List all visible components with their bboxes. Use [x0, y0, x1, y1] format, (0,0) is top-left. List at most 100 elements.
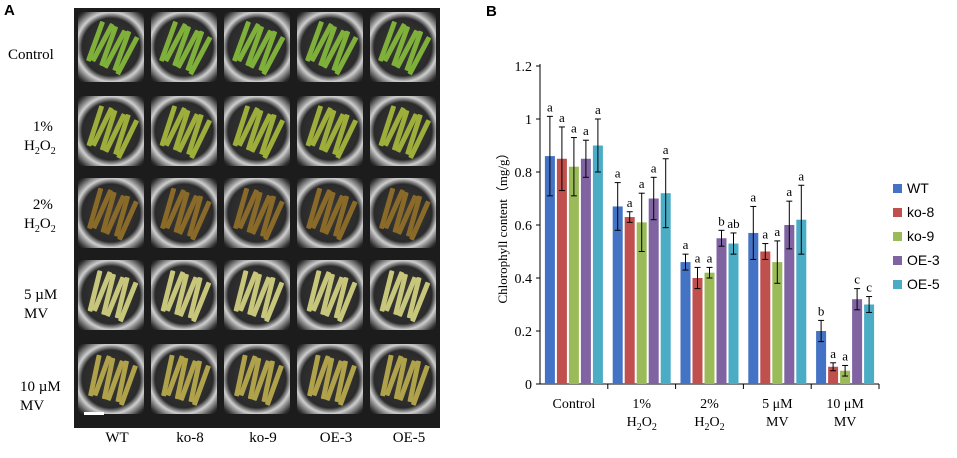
- leaf-segment: [324, 360, 344, 401]
- significance-letter: a: [774, 224, 780, 239]
- leaf-well: [370, 344, 436, 414]
- leaf-segments: [305, 105, 358, 159]
- legend-swatch: [893, 256, 902, 265]
- leaf-segment: [310, 107, 333, 147]
- legend-swatch: [893, 184, 902, 193]
- leaf-segment: [86, 105, 104, 147]
- bar: [704, 272, 715, 384]
- leaf-well: [78, 344, 144, 414]
- leaf-segment: [251, 360, 271, 401]
- leaf-well: [370, 260, 436, 330]
- bar: [556, 158, 567, 384]
- leaf-segment: [103, 113, 127, 153]
- leaf-segment: [92, 271, 113, 312]
- leaf-segment: [407, 36, 432, 76]
- leaf-segment: [259, 114, 277, 156]
- row-label-mv-10: 10 µM MV: [20, 379, 61, 414]
- leaf-segment: [384, 355, 404, 397]
- panel-a-letter: A: [4, 2, 15, 19]
- leaf-segment: [192, 365, 211, 406]
- bar: [636, 222, 647, 384]
- significance-letter: c: [854, 272, 860, 287]
- bar: [680, 262, 691, 384]
- leaf-segment: [174, 273, 189, 316]
- leaf-segment: [318, 25, 337, 67]
- leaf-segment: [264, 281, 285, 323]
- leaf-segments: [306, 187, 358, 241]
- leaf-segment: [262, 119, 285, 159]
- leaf-segment: [176, 113, 200, 153]
- x-category-label: Control: [553, 397, 596, 412]
- leaf-segment: [246, 191, 263, 233]
- leaf-segment: [334, 36, 359, 76]
- leaf-well: [297, 96, 363, 166]
- leaf-segment: [232, 21, 251, 62]
- leaf-segment: [322, 113, 346, 153]
- leaf-well: [224, 344, 290, 414]
- y-tick-label: 1.2: [515, 60, 533, 75]
- row-label-h2o2-1: 1% H2O2: [24, 118, 56, 161]
- leaf-segment: [319, 191, 336, 233]
- x-category-label-line2: H2O2: [627, 415, 657, 433]
- leaf-segment: [178, 276, 199, 317]
- leaf-well: [297, 12, 363, 82]
- x-category-label: 1%: [632, 397, 651, 412]
- leaf-segment: [173, 109, 191, 151]
- leaf-well: [370, 178, 436, 248]
- significance-letter: a: [639, 176, 645, 191]
- col-label-ko-9: ko-9: [249, 430, 277, 446]
- x-category-label: 5 μM: [762, 397, 793, 412]
- leaf-segment: [261, 360, 275, 403]
- bar: [828, 366, 839, 384]
- leaf-segment: [410, 281, 431, 323]
- leaf-segment: [263, 200, 285, 241]
- leaf-segment: [100, 109, 118, 151]
- leaf-segment: [161, 354, 175, 397]
- leaf-well: [151, 12, 217, 82]
- leaf-well: [78, 96, 144, 166]
- leaf-segment: [118, 281, 139, 323]
- h2o2-label-2: H2O2: [24, 216, 56, 235]
- col-label-oe-5: OE-5: [392, 430, 426, 446]
- leaf-segment: [164, 107, 187, 147]
- leaf-segment: [406, 195, 423, 237]
- leaf-segment: [91, 189, 113, 230]
- leaf-segment: [309, 23, 334, 62]
- legend-label: WT: [907, 180, 929, 196]
- leaf-segment: [383, 189, 405, 230]
- leaf-segments: [159, 21, 213, 76]
- x-category-label-line2: MV: [834, 415, 857, 430]
- row-label-mv-5: 5 µM MV: [24, 287, 58, 322]
- significance-letter: b: [718, 213, 725, 228]
- leaf-segment: [310, 189, 332, 230]
- leaf-segments: [160, 270, 212, 323]
- leaf-segment: [234, 354, 248, 397]
- significance-letter: a: [651, 160, 657, 175]
- y-tick-label: 0.6: [515, 219, 533, 234]
- legend-swatch: [893, 232, 902, 241]
- leaf-segment: [246, 109, 264, 151]
- leaf-segment: [101, 273, 116, 316]
- significance-letter: a: [707, 250, 713, 265]
- leaf-segments: [87, 270, 139, 323]
- leaf-well: [151, 96, 217, 166]
- leaf-segment: [245, 25, 264, 67]
- leaf-segment: [336, 200, 358, 241]
- significance-letter: ab: [727, 216, 739, 231]
- leaf-segments: [161, 354, 211, 406]
- leaf-segments: [380, 354, 430, 406]
- leaf-segments: [233, 187, 285, 241]
- leaf-segment: [306, 187, 323, 230]
- bar: [728, 243, 739, 384]
- h2o2-label-1: H2O2: [24, 138, 56, 157]
- leaf-well: [224, 96, 290, 166]
- leaf-segment: [187, 277, 203, 319]
- significance-letter: a: [695, 250, 701, 265]
- legend-swatch: [893, 280, 902, 289]
- y-tick-label: 0.4: [515, 272, 533, 287]
- leaf-segment: [380, 354, 394, 397]
- leaf-segment: [112, 30, 132, 72]
- leaf-segment: [335, 119, 358, 159]
- leaf-segment: [323, 194, 345, 235]
- leaf-segment: [250, 194, 272, 235]
